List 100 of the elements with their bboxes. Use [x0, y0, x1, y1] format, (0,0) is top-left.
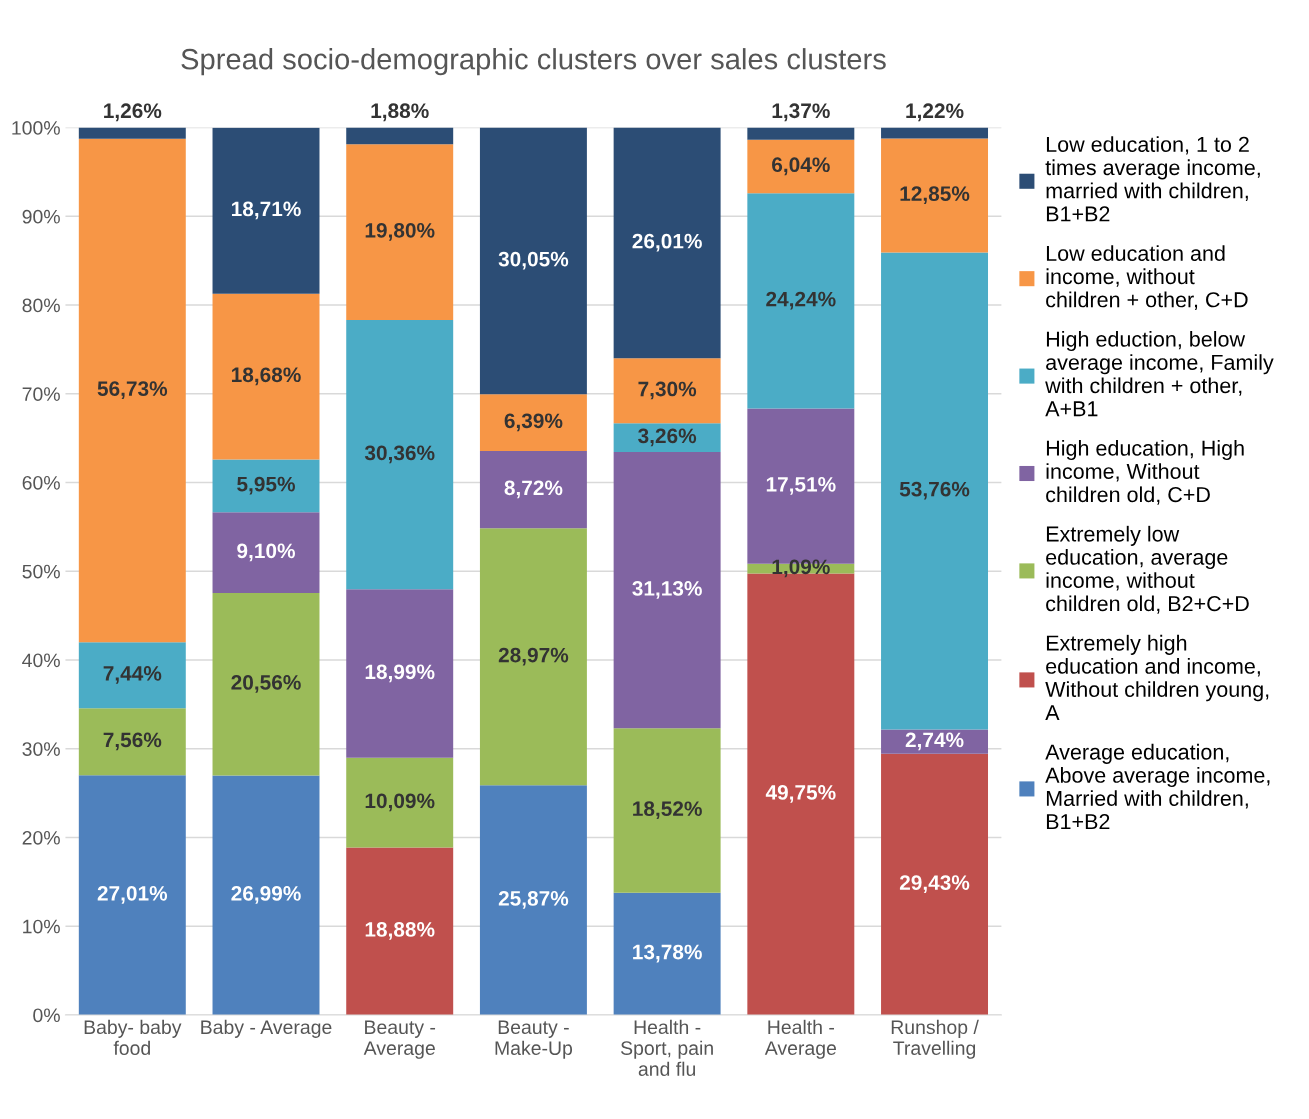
bar: [212, 775, 320, 1015]
y-tick-label: 20%: [22, 830, 60, 845]
bar: [881, 127, 989, 139]
data-label: 6,39%: [504, 413, 563, 432]
bar: [78, 138, 186, 643]
y-tick-label: 60%: [22, 475, 60, 490]
data-label: 3,26%: [638, 428, 697, 447]
legend-label: High eduction, below average income, Family with children + other, A+B1: [1045, 331, 1274, 417]
y-tick-label: 100%: [12, 121, 60, 135]
bar: [212, 459, 320, 513]
data-label: 8,72%: [504, 480, 563, 499]
y-tick-label: 90%: [22, 209, 60, 224]
bar: [881, 138, 989, 253]
x-tick-label: Baby - Average: [201, 1019, 332, 1038]
bar: [747, 193, 855, 409]
data-label: 13,78%: [633, 944, 702, 963]
data-label: 1,26%: [104, 103, 162, 122]
bar: [479, 127, 587, 395]
legend-label: High education, High income, Without children old, C+D: [1046, 440, 1244, 505]
bar: [346, 847, 454, 1015]
bar: [479, 450, 587, 529]
bar: [613, 127, 721, 359]
data-label: 19,80%: [365, 222, 435, 241]
data-label: 20,56%: [231, 675, 301, 693]
data-label: 1,37%: [772, 103, 830, 122]
data-label: 29,43%: [899, 875, 970, 893]
legend-label: Extremely high education and income, Without children young, A: [1045, 634, 1269, 720]
legend-label: Extremely low education, average income, without children old, B2+C+D: [1046, 525, 1249, 614]
data-label: 17,51%: [766, 477, 836, 495]
data-label: 2,74%: [905, 732, 964, 751]
y-tick-label: 50%: [22, 564, 60, 579]
data-label: 7,44%: [103, 666, 162, 684]
data-label: 26,99%: [231, 886, 301, 904]
bar: [346, 127, 454, 145]
bar: [479, 528, 587, 786]
data-label: 18,68%: [231, 367, 301, 386]
data-label: 18,52%: [633, 801, 702, 820]
bar: [881, 729, 989, 754]
data-label: 18,88%: [365, 922, 435, 940]
bar: [78, 775, 186, 1015]
bar: [346, 757, 454, 848]
bar: [613, 358, 721, 424]
data-label: 18,99%: [365, 664, 435, 683]
bar: [212, 127, 320, 294]
data-label: 7,30%: [638, 381, 697, 400]
chart-title: Spread socio-demographic clusters over sales clusters: [181, 48, 886, 76]
legend-label: Average education, Above average income, Married with children, B1+B2: [1045, 743, 1270, 830]
x-tick-label: Runshop / Travelling: [891, 1019, 979, 1059]
data-label: 18,71%: [231, 201, 301, 220]
bar: [346, 589, 454, 758]
data-label: 24,24%: [766, 291, 836, 310]
y-tick-label: 40%: [22, 653, 60, 668]
data-label: 56,73%: [97, 381, 168, 400]
data-label: 31,13%: [632, 581, 702, 599]
data-label: 10,09%: [365, 793, 435, 812]
bar: [78, 708, 186, 776]
data-label: 28,97%: [498, 647, 569, 666]
data-label: 30,36%: [364, 445, 435, 464]
bar: [346, 144, 454, 320]
bar: [78, 642, 186, 709]
data-label: 30,05%: [498, 251, 569, 270]
bar: [747, 139, 855, 194]
data-label: 9,10%: [237, 543, 295, 562]
bar: [613, 728, 721, 893]
data-label: 27,01%: [97, 885, 168, 904]
bar: [479, 394, 587, 451]
bar: [212, 293, 320, 460]
data-label: 1,22%: [906, 103, 964, 122]
data-label: 7,56%: [103, 732, 162, 751]
y-tick-label: 80%: [22, 298, 60, 313]
y-tick-label: 0%: [33, 1008, 60, 1023]
data-label: 6,04%: [772, 157, 830, 176]
y-tick-label: 10%: [23, 919, 60, 934]
data-label: 12,85%: [900, 186, 970, 205]
x-tick-label: Baby- baby food: [84, 1019, 182, 1056]
x-tick-label: Health - Average: [764, 1019, 837, 1059]
x-tick-label: Beauty - Make-Up: [495, 1020, 573, 1059]
bar: [613, 452, 721, 729]
x-tick-label: Beauty - Average: [363, 1020, 436, 1059]
data-label: 26,01%: [632, 233, 702, 252]
data-label: 49,75%: [765, 785, 836, 803]
bar: [78, 127, 186, 139]
bar: [881, 753, 989, 1015]
data-label: 5,95%: [237, 476, 295, 495]
bar: [212, 592, 320, 776]
bar: [613, 892, 721, 1015]
data-label: 1,09%: [772, 559, 830, 578]
y-tick-label: 30%: [22, 742, 60, 756]
bar: [346, 319, 454, 590]
x-tick-label: Health - Sport, pain and flu: [620, 1019, 713, 1076]
legend-label: Low education and income, without children + other, C+D: [1046, 245, 1248, 310]
data-label: 1,88%: [371, 103, 429, 122]
bar: [479, 785, 587, 1015]
bar: [212, 512, 320, 593]
bar: [747, 127, 855, 140]
bar: [881, 252, 989, 730]
legend-label: Low education, 1 to 2 times average income, married with children, B1+B2: [1045, 136, 1260, 222]
data-label: 25,87%: [498, 890, 569, 909]
y-tick-label: 70%: [22, 387, 60, 402]
data-label: 53,76%: [899, 481, 970, 500]
